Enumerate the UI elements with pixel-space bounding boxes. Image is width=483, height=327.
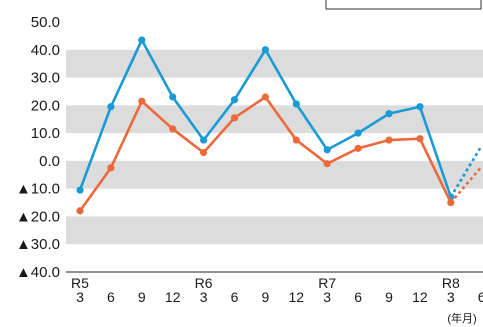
x-year-label: R7 <box>318 275 336 291</box>
data-point <box>416 135 424 143</box>
data-point <box>292 100 300 108</box>
y-tick-label: 30.0 <box>31 70 60 87</box>
y-tick-label: 20.0 <box>31 97 60 114</box>
data-point <box>200 136 208 144</box>
data-point <box>169 125 177 133</box>
grid-band <box>66 216 483 245</box>
y-tick-label: 50.0 <box>31 14 60 31</box>
x-axis-ticks: 3 6 9 12 3 6 9 12 3 6 9 12 3 6 R5 R6 R7 R8 <box>71 275 483 305</box>
x-tick-label: 12 <box>412 289 428 305</box>
x-tick-label: 3 <box>323 289 331 305</box>
data-point <box>76 207 84 215</box>
data-point <box>230 114 239 122</box>
x-tick-label: 9 <box>262 289 270 305</box>
series-forecast-1 <box>449 165 483 204</box>
y-tick-label: ▲40.0 <box>16 264 60 281</box>
data-point <box>385 136 393 144</box>
data-point <box>323 160 331 168</box>
x-tick-label: 3 <box>76 289 84 305</box>
y-tick-label: 0.0 <box>39 153 60 170</box>
x-tick-label: 9 <box>385 289 393 305</box>
x-tick-label: 12 <box>289 289 305 305</box>
y-tick-label: ▲10.0 <box>16 181 60 198</box>
data-point <box>230 96 239 104</box>
data-point <box>323 146 331 154</box>
x-tick-label: 6 <box>478 289 483 305</box>
data-point <box>292 136 300 144</box>
data-point <box>107 164 115 172</box>
x-tick-label: 6 <box>354 289 362 305</box>
y-tick-label: ▲30.0 <box>16 236 60 253</box>
grid-bands <box>66 49 483 273</box>
x-axis-unit-label: (年月) <box>447 311 476 325</box>
data-point <box>447 198 455 207</box>
data-point <box>169 93 177 101</box>
x-tick-label: 3 <box>200 289 208 305</box>
data-point <box>385 110 393 118</box>
data-point <box>107 103 115 111</box>
data-point <box>416 103 424 111</box>
data-point <box>76 186 84 194</box>
data-point <box>138 97 146 105</box>
x-year-label: R6 <box>195 275 213 291</box>
data-point <box>200 148 208 157</box>
y-tick-label: 10.0 <box>31 125 60 142</box>
y-axis-ticks: 50.0 40.0 30.0 20.0 10.0 0.0 ▲10.0 ▲20.0 ▲30.0 ▲4… <box>16 14 60 281</box>
series-layer <box>76 36 483 215</box>
data-point <box>261 93 269 101</box>
x-year-label: R5 <box>71 275 89 291</box>
x-year-label: R8 <box>442 275 460 291</box>
x-tick-label: 3 <box>447 289 455 305</box>
x-tick-label: 12 <box>165 289 181 305</box>
data-point <box>354 144 362 152</box>
series-forecast-0 <box>449 144 483 198</box>
y-tick-label: 40.0 <box>31 42 60 59</box>
data-point <box>261 46 269 54</box>
legend-box <box>325 0 482 10</box>
grid-band <box>66 160 483 189</box>
x-tick-label: 6 <box>231 289 239 305</box>
data-point <box>354 129 362 137</box>
x-tick-label: 9 <box>138 289 146 305</box>
x-tick-label: 6 <box>107 289 115 305</box>
y-tick-label: ▲20.0 <box>16 208 60 225</box>
data-point <box>138 36 146 44</box>
